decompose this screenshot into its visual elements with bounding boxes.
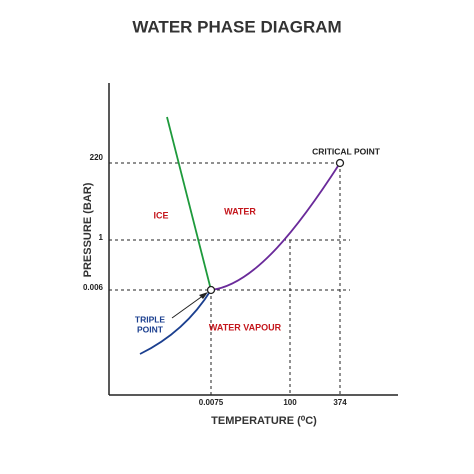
critical-point xyxy=(335,158,345,168)
melting-curve xyxy=(166,116,212,291)
x-tick-label: 374 xyxy=(333,398,347,407)
boiling-curve xyxy=(210,162,341,291)
y-tick-label: 220 xyxy=(90,153,104,162)
region-label: WATER VAPOUR xyxy=(209,322,282,332)
point-label: CRITICAL POINT xyxy=(312,146,381,156)
x-axis-label: TEMPERATURE (⁰C) xyxy=(211,415,317,427)
y-tick-label: 1 xyxy=(99,233,104,242)
sublimation-curve xyxy=(139,289,212,355)
x-tick-label: 0.0075 xyxy=(199,398,224,407)
title: WATER PHASE DIAGRAM xyxy=(132,17,341,36)
triple-point xyxy=(206,285,216,295)
point-label: POINT xyxy=(137,324,164,334)
arrow-head xyxy=(199,292,208,299)
x-tick-label: 100 xyxy=(283,398,297,407)
region-label: WATER xyxy=(224,206,256,216)
point-label: TRIPLE xyxy=(135,314,166,324)
region-label: ICE xyxy=(153,210,168,220)
y-tick-label: 0.006 xyxy=(83,283,104,292)
arrow-line xyxy=(171,294,205,319)
y-axis-label: PRESSURE (BAR) xyxy=(82,182,94,277)
